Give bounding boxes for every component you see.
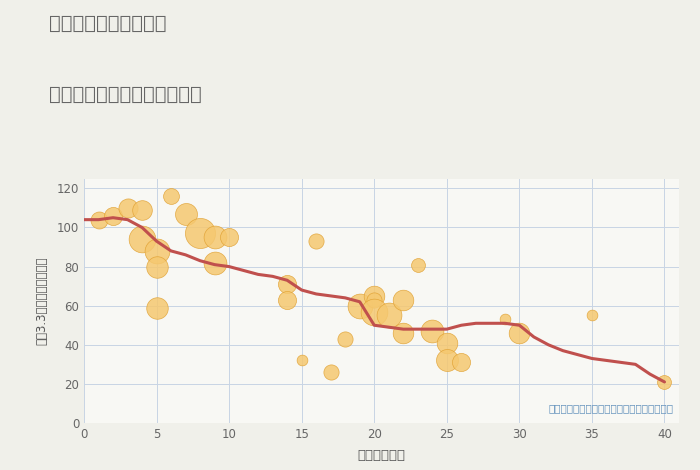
Point xyxy=(383,312,394,319)
Point xyxy=(209,234,220,241)
Point xyxy=(165,192,176,200)
Point xyxy=(151,304,162,312)
Point xyxy=(354,302,365,309)
Point xyxy=(296,357,307,364)
Point xyxy=(209,259,220,266)
Point xyxy=(369,308,380,315)
Point xyxy=(340,335,351,343)
Point xyxy=(398,329,409,337)
Point xyxy=(107,212,118,219)
Point xyxy=(514,329,525,337)
Point xyxy=(180,210,191,218)
Point xyxy=(369,292,380,300)
Y-axis label: 坪（3.3㎡）単価（万円）: 坪（3.3㎡）単価（万円） xyxy=(36,257,48,345)
Point xyxy=(311,237,322,245)
Point xyxy=(151,263,162,270)
Point xyxy=(325,368,336,376)
Point xyxy=(93,216,104,223)
Point xyxy=(369,296,380,304)
Point xyxy=(441,357,452,364)
Text: 三重県四日市市山村町: 三重県四日市市山村町 xyxy=(49,14,167,33)
Point xyxy=(441,339,452,346)
Point xyxy=(427,327,438,335)
Point xyxy=(398,296,409,304)
Point xyxy=(195,229,206,237)
Point xyxy=(587,312,598,319)
Point xyxy=(223,234,235,241)
Text: 築年数別中古マンション価格: 築年数別中古マンション価格 xyxy=(49,85,202,103)
Point xyxy=(456,359,467,366)
Point xyxy=(281,281,293,288)
Point xyxy=(122,204,133,212)
Point xyxy=(151,247,162,255)
Point xyxy=(412,261,423,268)
Point xyxy=(281,296,293,304)
Point xyxy=(499,316,510,323)
Point xyxy=(136,206,148,214)
Text: 円の大きさは、取引のあった物件面積を示す: 円の大きさは、取引のあった物件面積を示す xyxy=(548,403,673,413)
X-axis label: 築年数（年）: 築年数（年） xyxy=(358,449,405,462)
Point xyxy=(659,378,670,386)
Point xyxy=(136,235,148,243)
